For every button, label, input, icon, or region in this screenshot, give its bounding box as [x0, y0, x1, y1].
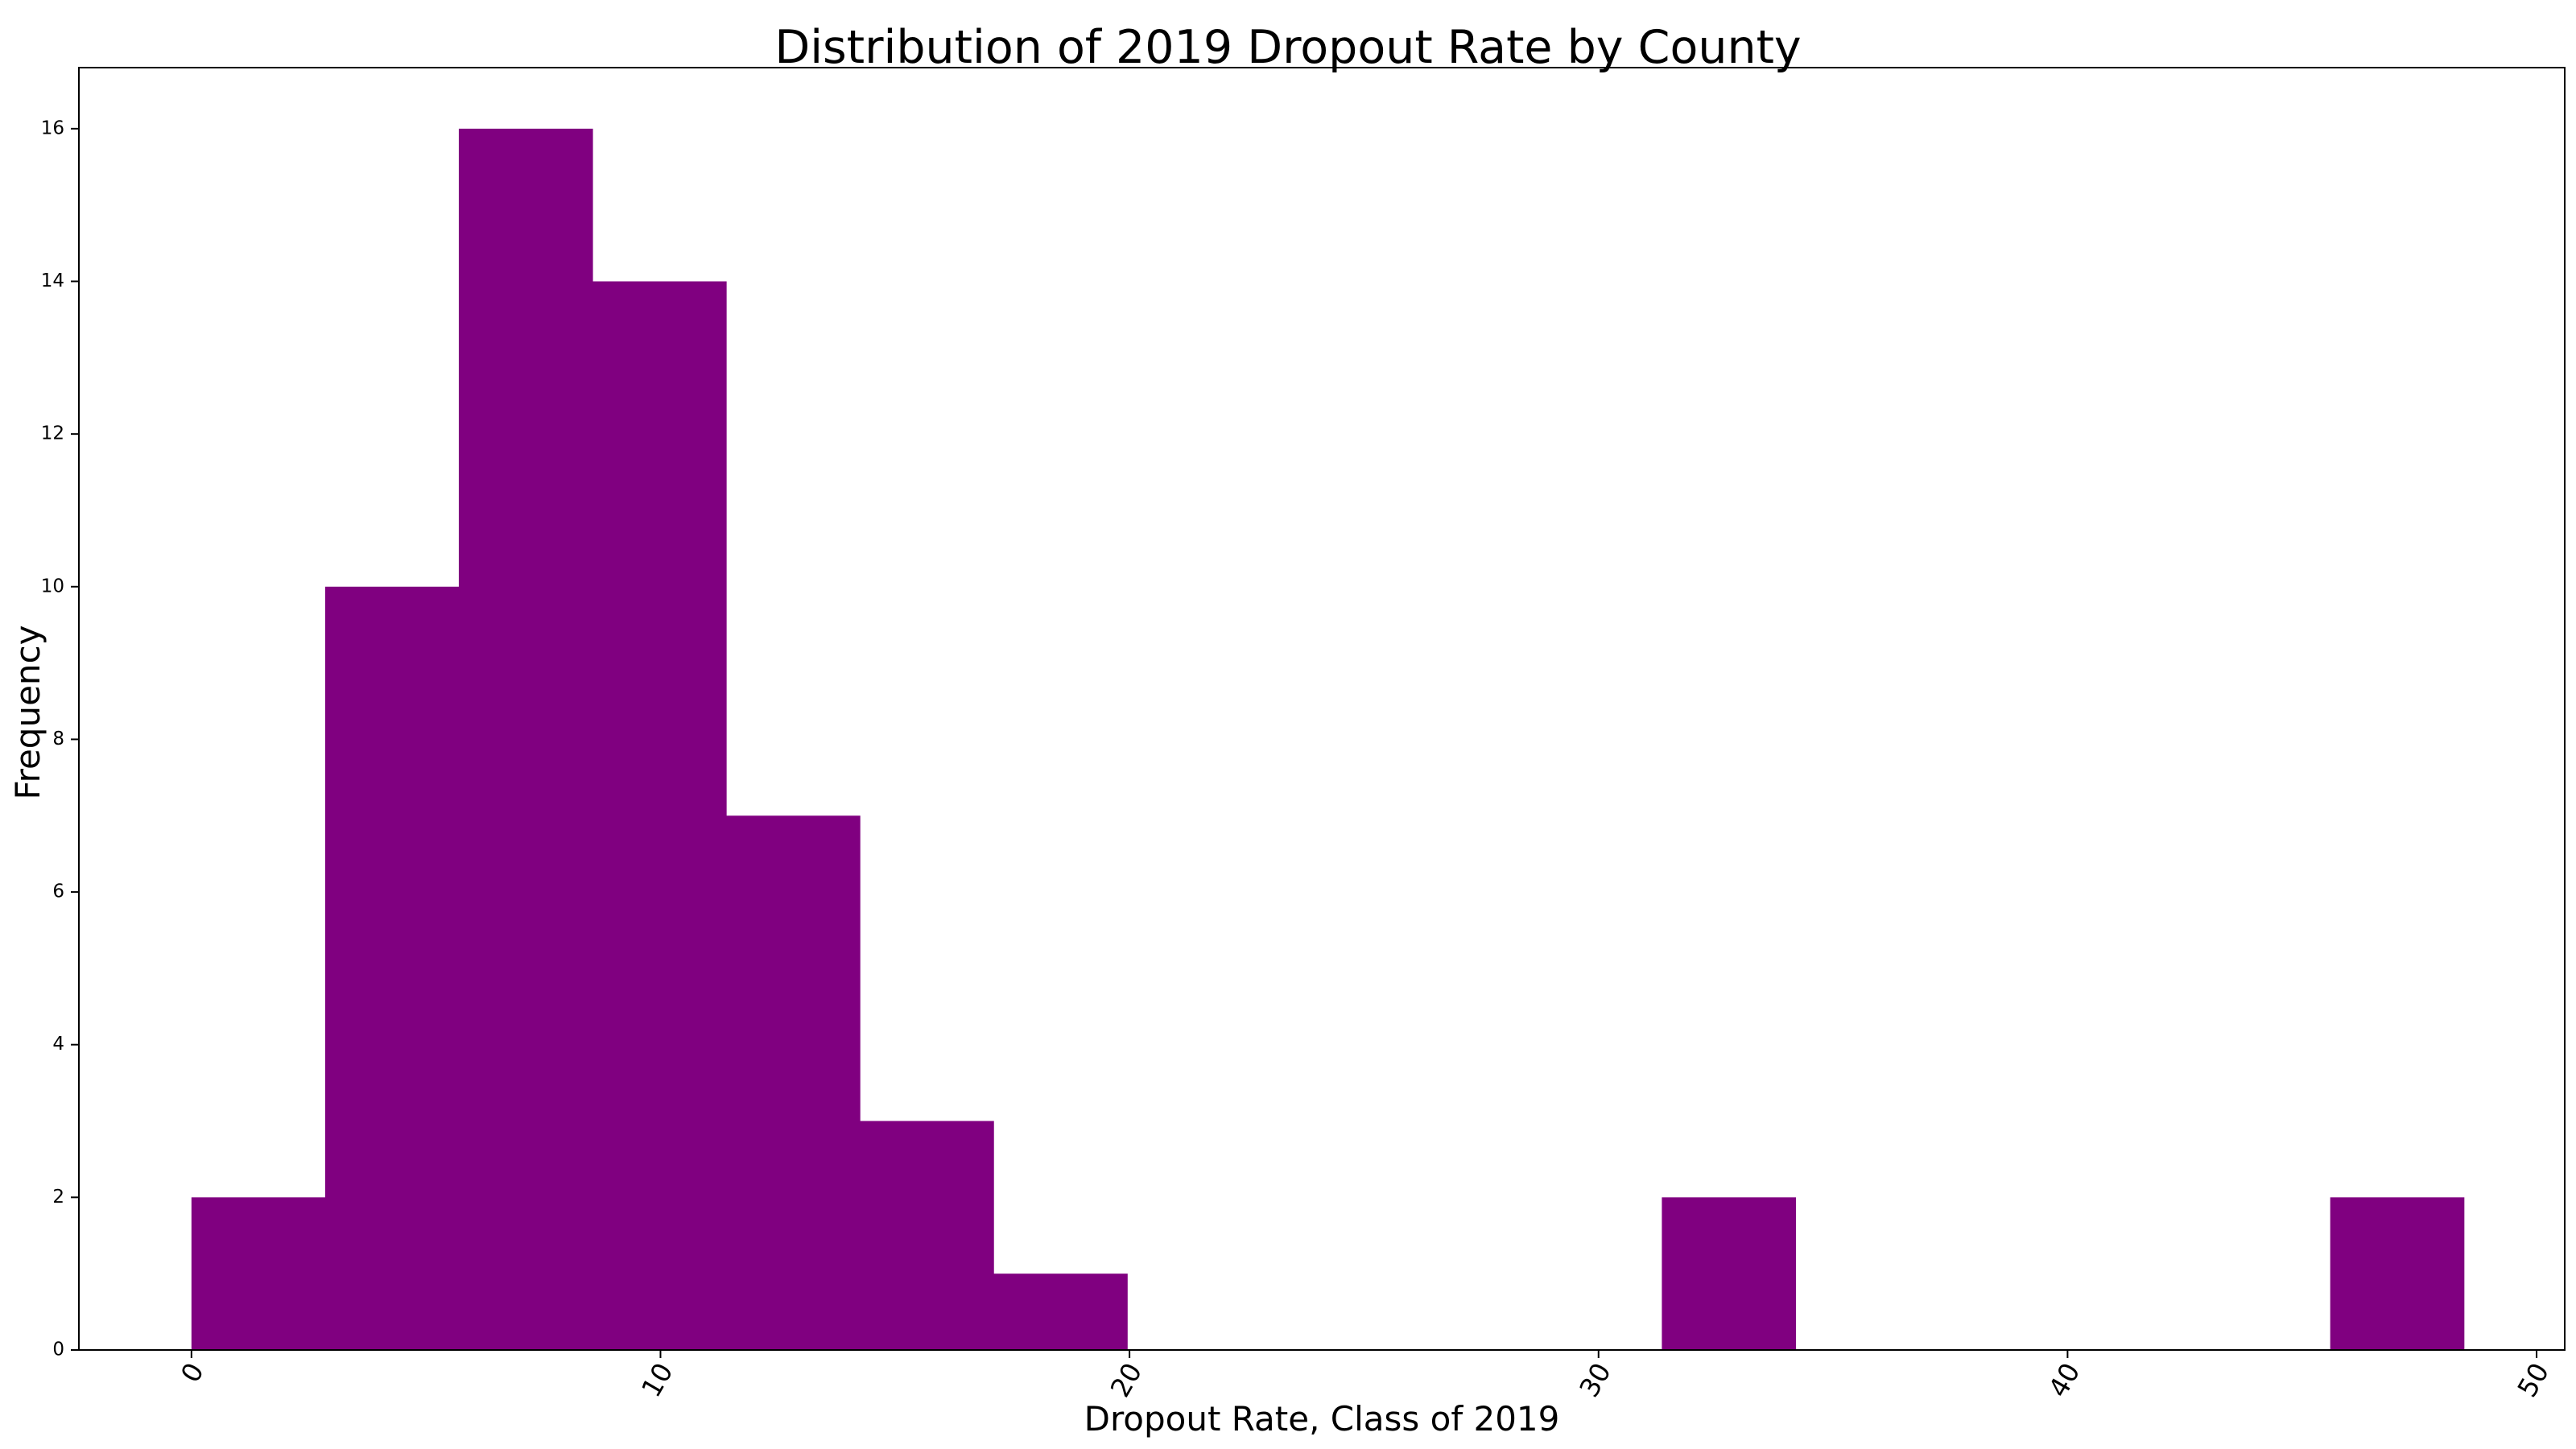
y-tick-label: 12 [41, 423, 64, 444]
histogram-bar [726, 815, 861, 1350]
y-tick-label: 14 [41, 270, 64, 291]
y-tick-label: 2 [52, 1187, 64, 1208]
x-axis-ticks: 0 10 20 30 40 50 [175, 1350, 2555, 1402]
x-tick-label: 20 [1104, 1357, 1148, 1402]
y-tick-label: 0 [52, 1340, 64, 1360]
histogram-bars [191, 128, 2465, 1350]
x-tick-label: 40 [2042, 1357, 2087, 1402]
y-axis-ticks: 0 2 4 6 8 10 12 14 16 [41, 118, 79, 1360]
x-tick-label: 50 [2511, 1357, 2555, 1402]
histogram-bar [860, 1121, 994, 1350]
plot-area: 0 10 20 30 40 50 0 2 4 6 8 10 12 14 16 [41, 67, 2566, 1402]
histogram-bar [993, 1274, 1128, 1350]
x-tick-label: 10 [635, 1357, 679, 1402]
histogram-bar [2330, 1197, 2465, 1350]
y-tick-label: 10 [41, 576, 64, 597]
histogram-bar [592, 281, 727, 1350]
x-axis-label: Dropout Rate, Class of 2019 [1084, 1399, 1560, 1439]
y-axis-label: Frequency [8, 625, 47, 800]
histogram-bar [191, 1197, 326, 1350]
histogram-bar [458, 128, 593, 1350]
x-tick-label: 0 [175, 1357, 210, 1388]
y-tick-label: 4 [52, 1034, 64, 1055]
chart-title: Distribution of 2019 Dropout Rate by Cou… [774, 21, 1801, 74]
histogram-bar [1662, 1197, 1797, 1350]
y-tick-label: 16 [41, 118, 64, 138]
histogram-bar [324, 586, 460, 1350]
x-tick-label: 30 [1573, 1357, 1617, 1402]
axes-frame [78, 67, 2566, 1351]
y-tick-label: 8 [52, 729, 64, 749]
y-tick-label: 6 [52, 881, 64, 902]
